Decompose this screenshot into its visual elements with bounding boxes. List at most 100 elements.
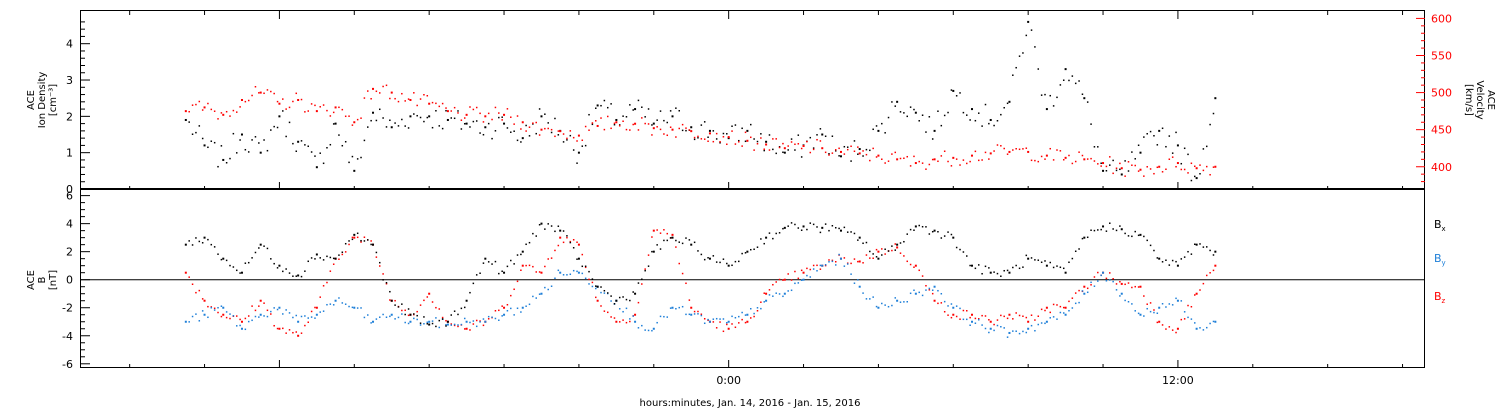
by-point bbox=[734, 316, 737, 319]
velocity-point bbox=[731, 130, 733, 132]
density-point bbox=[891, 101, 893, 103]
velocity-point bbox=[513, 123, 515, 125]
bz-point bbox=[615, 320, 618, 323]
by-point bbox=[229, 313, 231, 315]
bx-point bbox=[450, 314, 453, 316]
density-point bbox=[1112, 159, 1114, 162]
density-point bbox=[475, 120, 478, 122]
density-point bbox=[959, 92, 961, 94]
by-point bbox=[503, 313, 506, 316]
density-point bbox=[453, 117, 456, 120]
bx-point bbox=[744, 252, 747, 254]
bz-point bbox=[1212, 269, 1215, 272]
by-point bbox=[520, 311, 522, 313]
x-ticks: 0:00 12:00 bbox=[129, 11, 1404, 387]
by-point bbox=[1146, 307, 1148, 310]
by-point bbox=[955, 305, 958, 307]
bz-point bbox=[1158, 320, 1161, 323]
bz-point bbox=[722, 330, 725, 333]
by-point bbox=[273, 307, 275, 309]
density-point bbox=[469, 126, 471, 128]
bx-point bbox=[240, 271, 243, 274]
velocity-point bbox=[703, 138, 706, 140]
bx-point bbox=[1025, 254, 1028, 257]
bx-point bbox=[797, 227, 800, 229]
by-point bbox=[603, 292, 606, 294]
velocity-point bbox=[259, 91, 262, 94]
velocity-point bbox=[952, 156, 955, 159]
by-point bbox=[727, 320, 730, 323]
bz-point bbox=[659, 232, 662, 234]
velocity-point bbox=[484, 115, 487, 118]
bz-point bbox=[806, 267, 808, 270]
density-point bbox=[600, 104, 602, 107]
density-point bbox=[1068, 79, 1070, 82]
density-point bbox=[292, 142, 294, 145]
bz-point bbox=[1109, 272, 1111, 274]
density-point bbox=[734, 124, 737, 126]
velocity-point bbox=[947, 160, 949, 163]
velocity-point bbox=[688, 129, 691, 131]
by-point bbox=[401, 313, 403, 315]
bx-point bbox=[603, 289, 606, 292]
by-point bbox=[1112, 280, 1114, 283]
density-point bbox=[834, 150, 837, 152]
bz-point bbox=[850, 262, 852, 265]
bx-point bbox=[446, 320, 449, 323]
bx-point bbox=[816, 226, 818, 228]
bx-point bbox=[210, 243, 213, 246]
bz-point bbox=[494, 310, 497, 312]
density-point bbox=[1165, 145, 1167, 148]
bx-point bbox=[1044, 260, 1046, 262]
by-point bbox=[1134, 310, 1136, 312]
bz-point bbox=[787, 273, 789, 275]
velocity-tick-label: 500 bbox=[1431, 87, 1452, 100]
bx-point bbox=[931, 230, 934, 233]
by-point bbox=[1049, 317, 1052, 319]
by-point bbox=[501, 315, 503, 317]
bx-point bbox=[207, 238, 209, 241]
bz-point bbox=[933, 299, 936, 302]
density-point bbox=[501, 116, 503, 118]
bx-point bbox=[688, 239, 691, 241]
bz-point bbox=[213, 307, 216, 310]
velocity-point bbox=[1040, 155, 1043, 158]
density-point bbox=[463, 122, 466, 125]
bx-point bbox=[809, 222, 812, 224]
bz-point bbox=[516, 280, 519, 283]
legend: Bx By Bz bbox=[1434, 218, 1446, 305]
velocity-point bbox=[1195, 167, 1198, 170]
density-point bbox=[1209, 123, 1211, 126]
bx-point bbox=[865, 241, 868, 244]
density-point bbox=[1119, 168, 1121, 171]
bx-point bbox=[727, 264, 730, 267]
velocity-point bbox=[824, 151, 827, 154]
velocity-point bbox=[782, 142, 784, 145]
density-point bbox=[1176, 144, 1179, 147]
density-point bbox=[675, 107, 677, 109]
velocity-point bbox=[819, 140, 822, 142]
bz-point bbox=[258, 305, 260, 307]
density-point bbox=[884, 132, 886, 134]
bz-point bbox=[772, 283, 774, 286]
density-tick-label: 3 bbox=[66, 74, 73, 87]
by-point bbox=[940, 292, 943, 295]
bx-point bbox=[559, 229, 562, 232]
bz-point bbox=[719, 321, 721, 323]
velocity-point bbox=[971, 154, 974, 157]
by-point bbox=[726, 322, 728, 324]
by-point bbox=[651, 329, 653, 332]
density-point bbox=[525, 124, 527, 127]
bx-point bbox=[715, 261, 718, 263]
bx-point bbox=[1052, 266, 1055, 269]
b-tick-label: 0 bbox=[66, 274, 73, 287]
velocity-point bbox=[914, 162, 917, 165]
bx-point bbox=[984, 265, 987, 268]
bx-point bbox=[824, 223, 827, 225]
velocity-point bbox=[1083, 158, 1086, 161]
by-point bbox=[344, 303, 347, 305]
velocity-point bbox=[207, 102, 209, 105]
bz-point bbox=[288, 329, 291, 331]
bz-point bbox=[600, 305, 602, 307]
density-point bbox=[875, 125, 878, 127]
